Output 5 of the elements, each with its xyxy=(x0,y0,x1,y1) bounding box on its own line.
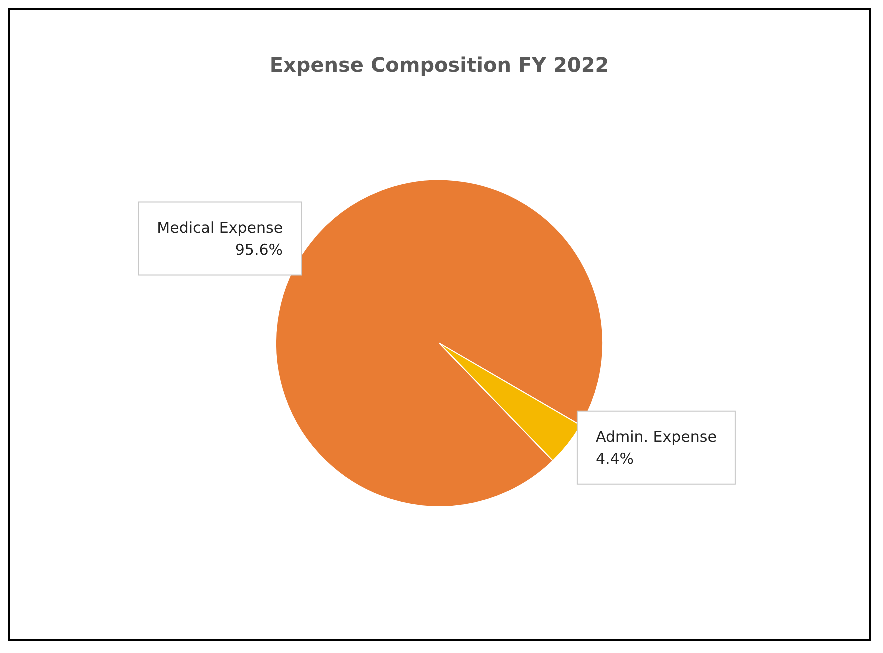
chart-title: Expense Composition FY 2022 xyxy=(270,53,610,77)
data-label: 95.6% xyxy=(235,240,284,259)
slice-label: Medical Expense xyxy=(157,218,284,237)
slice-label: Admin. Expense xyxy=(596,428,717,446)
data-label: 4.4% xyxy=(596,450,634,468)
